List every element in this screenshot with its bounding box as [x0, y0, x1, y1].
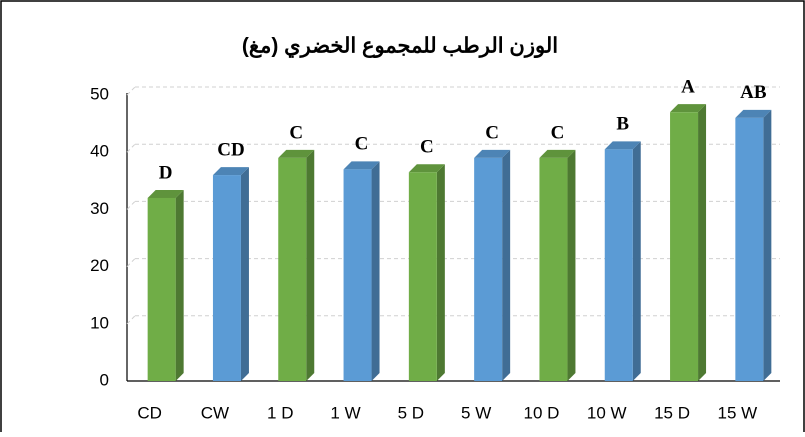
bar-annotation: C: [551, 122, 565, 143]
x-tick-label: CW: [201, 403, 229, 422]
grid-line: [126, 258, 136, 267]
grid-line: [126, 86, 136, 96]
bar: [604, 149, 633, 381]
x-tick-label: 5 D: [398, 403, 424, 422]
bar: [735, 117, 764, 381]
y-tick-label: 40: [90, 142, 109, 161]
bar-side: [371, 161, 380, 381]
bar-top: [604, 141, 641, 150]
bar: [474, 157, 503, 381]
x-tick-label: CD: [137, 403, 162, 422]
bar-side: [240, 167, 249, 381]
bar: [343, 169, 372, 381]
bar: [212, 175, 241, 381]
bar-annotation: CD: [217, 139, 244, 160]
x-tick-label: 10 D: [523, 403, 559, 422]
bar-side: [502, 149, 511, 381]
bar-top: [408, 164, 445, 173]
bar-annotation: B: [616, 114, 629, 135]
y-tick-label: 30: [90, 199, 109, 218]
x-tick-label: 10 W: [587, 403, 627, 422]
x-tick-label: 1 D: [267, 403, 293, 422]
bar: [278, 157, 307, 381]
bar-top: [278, 149, 315, 158]
bar-annotation: C: [289, 122, 303, 143]
grid-line: [126, 143, 136, 153]
bar-annotation: C: [420, 137, 434, 158]
x-tick-label: 1 W: [330, 403, 360, 422]
bar-side: [175, 189, 184, 381]
y-tick-label: 0: [100, 370, 109, 389]
bar-side: [567, 149, 576, 381]
bar-annotation: C: [485, 122, 499, 143]
bar-top: [670, 104, 707, 113]
y-tick-label: 20: [90, 256, 109, 275]
bar: [670, 112, 699, 381]
bar-side: [763, 109, 772, 381]
bar-side: [698, 104, 707, 381]
bar-annotation: AB: [740, 82, 767, 103]
bar-top: [735, 109, 772, 118]
bar-top: [539, 149, 576, 158]
x-tick-label: 15 W: [718, 403, 758, 422]
bar-top: [343, 161, 380, 170]
grid-line: [126, 315, 136, 325]
bar: [408, 172, 437, 381]
x-tick-label: 15 D: [654, 403, 690, 422]
bar-top: [212, 167, 249, 176]
grid-line: [126, 201, 136, 210]
x-tick-label: 5 W: [461, 403, 491, 422]
bar-annotation: A: [681, 77, 695, 98]
bar: [539, 157, 568, 381]
chart-title: الوزن الرطب للمجموع الخضري (مغ): [242, 35, 558, 59]
bar: [147, 197, 176, 381]
bar-side: [306, 149, 315, 381]
y-tick-label: 10: [90, 313, 109, 332]
bar-annotation: C: [355, 134, 369, 155]
y-tick-label: 50: [90, 84, 109, 103]
bar-top: [474, 149, 511, 158]
bar-top: [147, 189, 184, 198]
bar-side: [436, 164, 445, 381]
bar-annotation: D: [159, 162, 173, 183]
bar-side: [632, 141, 641, 381]
